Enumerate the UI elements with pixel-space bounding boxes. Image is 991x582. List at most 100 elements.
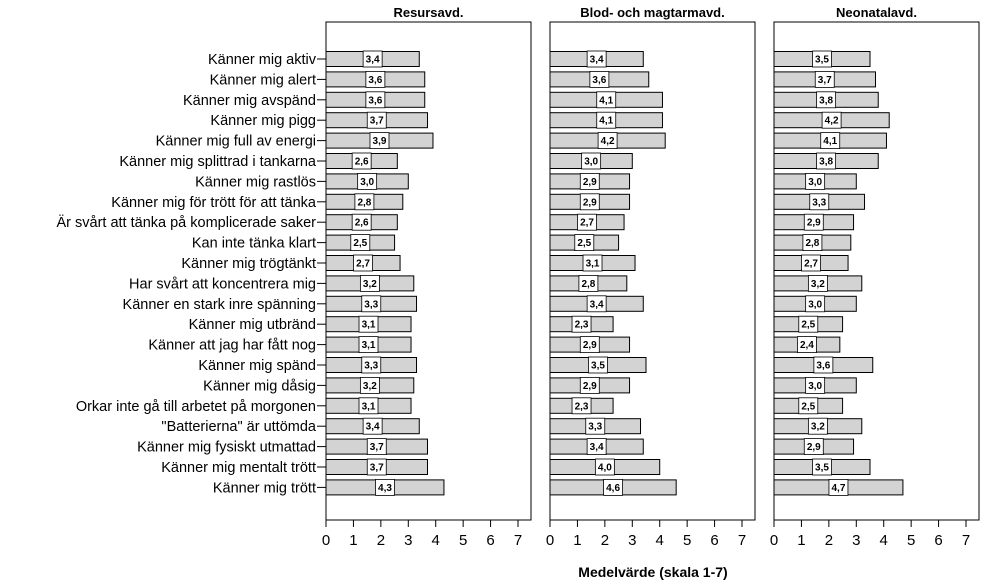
data-label: 3,4: [366, 422, 380, 433]
data-label-box: [797, 336, 817, 354]
data-label-box: [366, 458, 387, 476]
category-label: Känner mig fysiskt utmattad: [137, 440, 316, 456]
data-label-box: [359, 376, 380, 394]
data-label: 2,9: [807, 442, 821, 453]
category-label: Känner mig spänd: [198, 358, 316, 374]
data-label-box: [369, 132, 390, 150]
data-label-box: [828, 478, 849, 496]
data-label-box: [358, 315, 379, 333]
data-label-box: [365, 91, 386, 109]
x-tick-label: 4: [656, 532, 664, 549]
data-label: 3,6: [368, 95, 382, 106]
x-tick-label: 7: [962, 532, 970, 549]
data-label-box: [812, 458, 832, 476]
x-tick-label: 5: [459, 532, 467, 549]
x-tick-label: 4: [880, 532, 888, 549]
category-label: Känner mig splittrad i tankarna: [119, 154, 317, 170]
category-label: Känner mig trögtänkt: [181, 256, 316, 272]
data-label: 3,7: [818, 75, 832, 86]
data-label: 2,6: [355, 218, 369, 229]
data-label-box: [353, 254, 373, 272]
data-label-box: [579, 376, 600, 394]
data-label: 2,3: [575, 401, 589, 412]
x-tick-label: 6: [710, 532, 718, 549]
data-label: 3,4: [590, 442, 604, 453]
data-label: 2,9: [583, 381, 597, 392]
data-label: 2,7: [356, 259, 370, 270]
data-label: 4,7: [832, 483, 846, 494]
data-label-box: [798, 315, 819, 333]
data-label-box: [574, 234, 595, 252]
x-tick-label: 7: [738, 532, 746, 549]
x-tick-label: 6: [934, 532, 942, 549]
data-label-box: [366, 111, 387, 129]
category-label: Känner mig rastlös: [195, 174, 316, 190]
data-label-box: [597, 132, 618, 150]
data-label: 2,9: [583, 197, 597, 208]
data-label: 2,6: [355, 157, 369, 168]
data-label: 3,6: [368, 75, 382, 86]
x-tick-label: 6: [486, 532, 494, 549]
panel-title: Resursavd.: [393, 5, 463, 20]
data-label: 3,0: [808, 299, 822, 310]
data-label-box: [814, 71, 835, 88]
category-label: Kan inte tänka klart: [192, 236, 316, 252]
chart-panels: Resursavd. 0 1 2 3 4 5 6 7 3,4 3,6 3,6 3,7 3,9 2,6 3,0 2…: [322, 5, 980, 549]
data-label: 3,4: [590, 55, 604, 66]
data-label-box: [577, 213, 597, 231]
data-label: 3,4: [366, 55, 380, 66]
data-label-box: [579, 193, 600, 211]
x-tick-label: 2: [825, 532, 833, 549]
data-label: 3,8: [819, 95, 833, 106]
data-label: 3,3: [364, 299, 378, 310]
data-label-box: [350, 234, 371, 252]
category-label: Känner mig avspänd: [183, 93, 316, 109]
category-label: Känner mig utbränd: [189, 317, 316, 333]
data-label: 2,9: [583, 340, 597, 351]
data-label-box: [579, 336, 600, 354]
data-label-box: [813, 356, 834, 374]
data-label-box: [358, 397, 379, 415]
panel-title: Blod- och magtarmavd.: [580, 5, 724, 20]
x-tick-label: 1: [573, 532, 581, 549]
panel: Resursavd. 0 1 2 3 4 5 6 7 3,4 3,6 3,6 3,7 3,9 2,6 3,0 2…: [322, 5, 532, 549]
data-label-box: [820, 132, 841, 150]
x-tick-label: 3: [852, 532, 860, 549]
data-label: 3,0: [584, 157, 598, 168]
data-label: 3,3: [812, 197, 826, 208]
category-label: Känner mig aktiv: [208, 52, 317, 68]
data-label: 2,4: [800, 340, 814, 351]
x-tick-label: 0: [770, 532, 778, 549]
category-label: Känner en stark inre spänning: [123, 297, 316, 313]
data-label: 2,9: [807, 218, 821, 229]
data-label-box: [586, 295, 607, 313]
panel-title: Neonatalavd.: [836, 5, 917, 20]
data-label: 2,9: [583, 177, 597, 188]
data-label-box: [603, 478, 623, 496]
data-label: 2,8: [357, 197, 371, 208]
data-label-box: [798, 397, 819, 415]
x-tick-label: 0: [322, 532, 330, 549]
data-label-box: [816, 91, 837, 109]
data-label: 2,7: [804, 259, 818, 270]
data-label-box: [807, 274, 828, 292]
category-label: Känner mig pigg: [210, 113, 316, 129]
x-tick-label: 2: [377, 532, 385, 549]
data-label: 2,7: [580, 218, 594, 229]
data-label: 3,6: [816, 361, 830, 372]
data-label: 2,3: [575, 320, 589, 331]
data-label-box: [357, 172, 378, 190]
data-label-box: [596, 91, 617, 109]
data-label-box: [805, 172, 826, 190]
data-label-box: [361, 295, 382, 313]
data-label: 4,1: [599, 116, 613, 127]
data-label: 3,2: [811, 279, 825, 290]
data-label-box: [351, 152, 372, 170]
data-label: 3,2: [811, 422, 825, 433]
data-label: 3,7: [370, 116, 384, 127]
data-label: 2,5: [801, 401, 815, 412]
category-label: Känner mig full av energi: [156, 134, 316, 150]
data-label-box: [375, 478, 395, 496]
data-label: 4,3: [378, 483, 392, 494]
